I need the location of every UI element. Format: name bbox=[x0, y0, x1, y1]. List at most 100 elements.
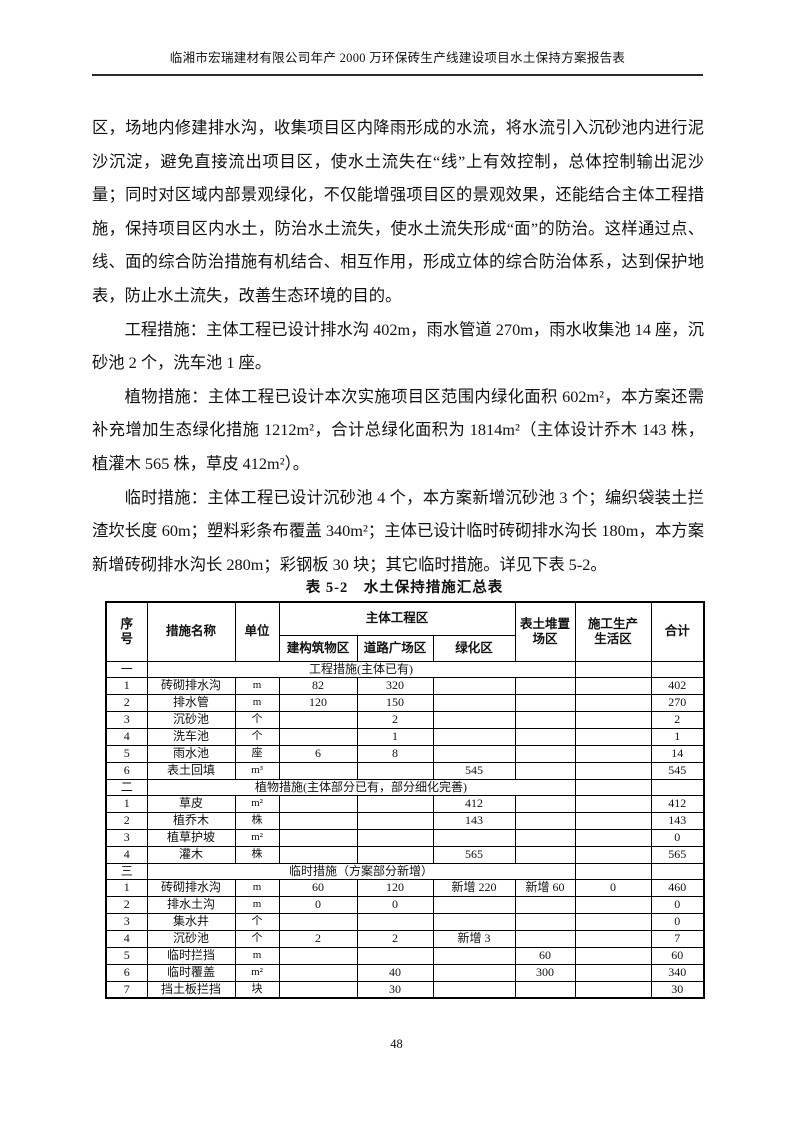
table-cell: 新增 220 bbox=[432, 878, 516, 897]
table-row: 4 灌木株 565 565 bbox=[105, 845, 705, 864]
table-title: 表 5-2 水土保持措施汇总表 bbox=[305, 580, 504, 596]
table-cell bbox=[574, 980, 652, 999]
sub-column-header: 建构筑物区 bbox=[278, 634, 358, 662]
table-header: 序号 措施名称 单位 主体工程区 表土堆置场区 施工生产生活区 合计 建构筑物区 道路广场区 绿化… bbox=[105, 601, 705, 662]
table-cell: 320 bbox=[356, 676, 434, 695]
table-row: 1 砖砌排水沟 m 82 320 402 bbox=[105, 676, 705, 695]
table-row: 3 植草护坡 m² 0 bbox=[105, 828, 705, 847]
measure-name-cell: 挡土板拦挡 bbox=[146, 980, 236, 999]
paragraph-temporary-measures: 临时措施：主体工程已设计沉砂池 4 个，本方案新增沉砂池 3 个；编织袋装土拦渣… bbox=[92, 487, 704, 574]
table-cell bbox=[574, 676, 652, 695]
column-header: 序号 bbox=[105, 601, 148, 662]
table-cell bbox=[574, 912, 652, 931]
table-cell: 4 bbox=[105, 727, 148, 746]
table-cell bbox=[278, 727, 358, 746]
table-row: 2 排水土沟 m 0 0 0 bbox=[105, 895, 705, 914]
table-cell bbox=[432, 710, 516, 729]
table-cell: 7 bbox=[105, 980, 148, 999]
table-cell bbox=[278, 946, 358, 965]
table-cell: m bbox=[234, 676, 280, 695]
paragraph-plant-measures: 植物措施：主体工程已设计本次实施项目区范围内绿化面积 602m²，本方案还需补充… bbox=[92, 386, 704, 473]
table-body: 一工程措施(主体已有) 1 砖砌排水沟 m 82 320 402 2 排水管 m 120 150 270… bbox=[105, 660, 705, 999]
table-cell: 30 bbox=[650, 980, 705, 999]
paragraph-engineering-measures: 工程措施：主体工程已设计排水沟 402m，雨水管道 270m，雨水收集池 14 … bbox=[92, 319, 704, 373]
table-cell: 1 bbox=[105, 794, 148, 813]
table-cell: 120 bbox=[356, 878, 434, 897]
table-cell: 402 bbox=[650, 676, 705, 695]
measure-name-cell: 草皮 bbox=[146, 794, 236, 813]
running-header-title: 临湘市宏瑞建材有限公司年产 2000 万环保砖生产线建设项目水土保持方案报告表 bbox=[169, 51, 626, 65]
table-cell: 4 bbox=[105, 929, 148, 948]
table-cell: 545 bbox=[650, 761, 705, 780]
empty-cell bbox=[650, 660, 705, 678]
table-cell bbox=[574, 845, 652, 864]
sub-column-header: 绿化区 bbox=[432, 634, 516, 662]
table-cell: 2 bbox=[105, 811, 148, 830]
table-cell bbox=[278, 794, 358, 813]
table-cell bbox=[356, 912, 434, 931]
section-row: 二植物措施(主体部分已有，部分细化完善) bbox=[105, 778, 705, 796]
table-cell bbox=[514, 676, 576, 695]
table-cell bbox=[432, 744, 516, 763]
measure-name-cell: 沉砂池 bbox=[146, 710, 236, 729]
table-row: 1 砖砌排水沟 m 60 120 新增 220 新增 60 0 460 bbox=[105, 878, 705, 897]
table-cell bbox=[432, 895, 516, 914]
table-cell bbox=[356, 761, 434, 780]
table-cell: 143 bbox=[650, 811, 705, 830]
section-title-cell: 临时措施（方案部分新增） bbox=[146, 862, 576, 880]
table-cell bbox=[514, 912, 576, 931]
table-cell bbox=[514, 895, 576, 914]
table-cell: 6 bbox=[105, 761, 148, 780]
table-cell bbox=[514, 761, 576, 780]
table-cell: 5 bbox=[105, 744, 148, 763]
table-cell: 4 bbox=[105, 845, 148, 864]
table-cell bbox=[514, 811, 576, 830]
table-cell: 1 bbox=[650, 727, 705, 746]
table-cell bbox=[514, 794, 576, 813]
table-cell: 株 bbox=[234, 845, 280, 864]
column-header: 主体工程区 bbox=[278, 601, 516, 636]
table-cell: 1 bbox=[105, 878, 148, 897]
table-cell bbox=[514, 980, 576, 999]
table-cell: 6 bbox=[278, 744, 358, 763]
table-cell bbox=[356, 946, 434, 965]
empty-cell bbox=[574, 778, 652, 796]
sub-column-header: 道路广场区 bbox=[356, 634, 434, 662]
table-cell: 412 bbox=[650, 794, 705, 813]
paragraph-continuation: 区，场地内修建排水沟，收集项目区内降雨形成的水流，将水流引入沉砂池内进行泥沙沉淀… bbox=[92, 118, 704, 305]
table-cell bbox=[574, 727, 652, 746]
empty-cell bbox=[650, 778, 705, 796]
table-cell bbox=[514, 744, 576, 763]
section-title-cell: 工程措施(主体已有) bbox=[146, 660, 576, 678]
column-header-label: 措施名称 bbox=[165, 624, 216, 639]
table-cell bbox=[514, 727, 576, 746]
table-cell bbox=[574, 710, 652, 729]
page-number: 48 bbox=[390, 1037, 403, 1051]
table-cell bbox=[514, 828, 576, 847]
column-header-label: 单位 bbox=[244, 624, 270, 639]
table-row: 3 沉砂池个 2 2 bbox=[105, 710, 705, 729]
table-cell bbox=[278, 845, 358, 864]
table-cell: 143 bbox=[432, 811, 516, 830]
table-row: 3 集水井个 0 bbox=[105, 912, 705, 931]
table-cell: 3 bbox=[105, 828, 148, 847]
section-number-cell: 二 bbox=[105, 778, 148, 796]
table-cell: 30 bbox=[356, 980, 434, 999]
table-cell bbox=[432, 676, 516, 695]
table-cell bbox=[278, 811, 358, 830]
table-cell bbox=[514, 710, 576, 729]
table-cell bbox=[356, 828, 434, 847]
table-cell: 座 bbox=[234, 744, 280, 763]
table-cell: 2 bbox=[105, 693, 148, 712]
table-cell bbox=[432, 727, 516, 746]
table-cell: 个 bbox=[234, 727, 280, 746]
table-row: 6 临时覆盖 m² 40 300 340 bbox=[105, 963, 705, 982]
table-cell: 565 bbox=[650, 845, 705, 864]
table-cell bbox=[278, 761, 358, 780]
table-row: 2 植乔木株 143 143 bbox=[105, 811, 705, 830]
table-cell: 3 bbox=[105, 912, 148, 931]
table-cell: m² bbox=[234, 963, 280, 982]
table-row: 4 洗车池个 1 1 bbox=[105, 727, 705, 746]
table-cell bbox=[574, 744, 652, 763]
